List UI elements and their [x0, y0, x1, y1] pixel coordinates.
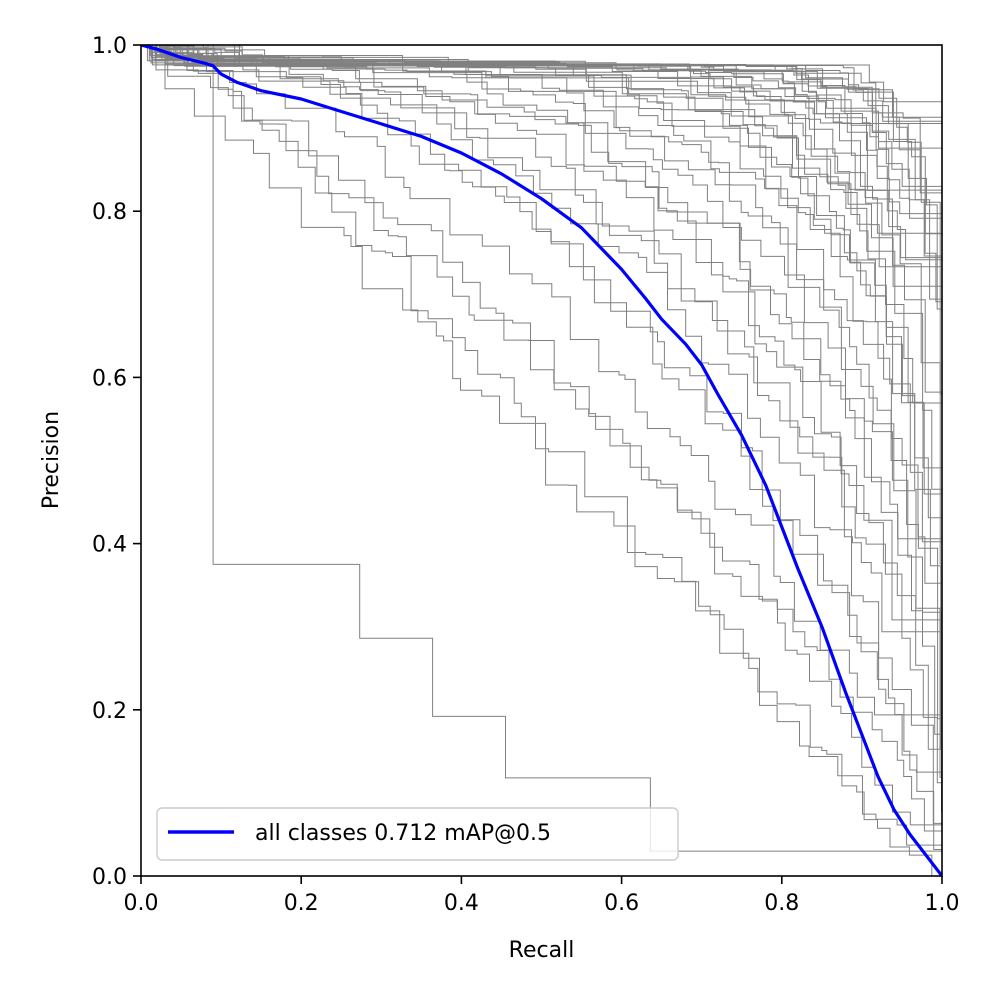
- per-class-curve: [141, 45, 942, 876]
- per-class-curve: [141, 45, 942, 876]
- y-tick-label: 0.4: [92, 533, 127, 558]
- per-class-curve: [141, 45, 942, 876]
- per-class-curve: [141, 45, 942, 876]
- y-axis-label: Precision: [39, 411, 64, 509]
- per-class-curve: [141, 45, 942, 876]
- y-tick-label: 1.0: [92, 34, 127, 59]
- x-tick-label: 0.2: [284, 891, 319, 916]
- per-class-curve: [141, 45, 942, 876]
- y-tick-label: 0.0: [92, 865, 127, 890]
- legend-box: [156, 807, 679, 861]
- per-class-curve: [141, 45, 942, 876]
- per-class-curve: [141, 45, 942, 876]
- x-tick-label: 0.6: [604, 891, 639, 916]
- legend-label-all-classes: all classes 0.712 mAP@0.5: [255, 821, 551, 846]
- x-axis-ticks: 0.0 0.2 0.4 0.6 0.8 1.0: [124, 876, 960, 916]
- x-tick-label: 0.8: [764, 891, 799, 916]
- x-tick-label: 0.4: [444, 891, 479, 916]
- legend: all classes 0.712 mAP@0.5: [156, 807, 679, 861]
- all-classes-curve: [141, 45, 942, 876]
- per-class-curve: [141, 45, 942, 876]
- y-tick-label: 0.6: [92, 366, 127, 391]
- x-axis-label: Recall: [509, 938, 575, 963]
- per-class-curve-outlier: [141, 45, 942, 852]
- y-tick-label: 0.2: [92, 699, 127, 724]
- per-class-curve: [141, 45, 942, 876]
- y-tick-label: 0.8: [92, 200, 127, 225]
- per-class-curve: [141, 45, 942, 876]
- per-class-curve: [141, 45, 942, 876]
- y-axis-ticks: 0.0 0.2 0.4 0.6 0.8 1.0: [92, 34, 141, 890]
- x-tick-label: 0.0: [124, 891, 159, 916]
- x-tick-label: 1.0: [925, 891, 960, 916]
- per-class-curve: [141, 45, 942, 876]
- per-class-curve: [141, 45, 942, 876]
- per-class-curve: [141, 45, 942, 876]
- all-classes-curve-group: [141, 45, 942, 876]
- per-class-curve: [141, 45, 942, 876]
- plot-frame: [140, 44, 943, 877]
